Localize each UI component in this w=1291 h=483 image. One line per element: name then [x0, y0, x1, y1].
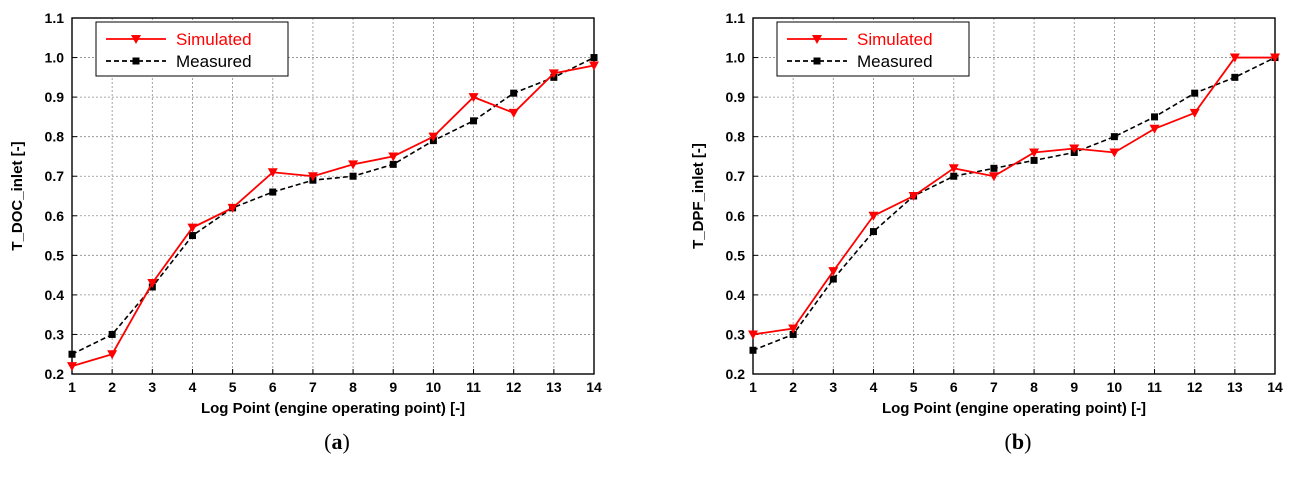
series-measured — [750, 54, 1279, 354]
y-tick-label: 0.2 — [726, 366, 746, 382]
x-tick-label: 3 — [148, 379, 156, 395]
x-tick-label: 10 — [1107, 379, 1123, 395]
data-point — [189, 232, 196, 239]
data-point — [1151, 113, 1158, 120]
y-tick-label: 1.0 — [726, 50, 746, 66]
x-tick-label: 6 — [269, 379, 277, 395]
x-tick-label: 14 — [1267, 379, 1283, 395]
y-tick-label: 0.6 — [726, 208, 746, 224]
x-tick-label: 2 — [108, 379, 116, 395]
series-measured — [69, 54, 598, 358]
legend-label: Simulated — [176, 30, 252, 49]
data-point — [470, 117, 477, 124]
series-line — [753, 58, 1275, 351]
x-tick-label: 3 — [829, 379, 837, 395]
legend-label: Measured — [176, 52, 252, 71]
data-point — [990, 165, 997, 172]
x-tick-label: 1 — [749, 379, 757, 395]
legend-label: Simulated — [857, 30, 933, 49]
data-point — [950, 173, 957, 180]
x-tick-label: 13 — [1227, 379, 1243, 395]
x-tick-label: 7 — [309, 379, 317, 395]
data-point — [870, 228, 877, 235]
y-tick-label: 1.0 — [45, 50, 65, 66]
panel-caption: (a) — [324, 429, 350, 454]
y-tick-label: 0.3 — [45, 326, 65, 342]
x-tick-label: 2 — [789, 379, 797, 395]
legend-marker — [133, 58, 140, 65]
chart-b: 1 2 3 4 5 6 7 8 9 10 11 12 13 140.20.30.40.50.60.70.8… — [690, 10, 1283, 454]
x-tick-label: 8 — [1030, 379, 1038, 395]
y-tick-label: 0.8 — [45, 129, 65, 145]
data-point — [69, 351, 76, 358]
data-point — [591, 54, 598, 61]
chart-a: 1 2 3 4 5 6 7 8 9 10 11 12 13 140.20.30.40.50.60.70.8… — [9, 10, 602, 454]
series-simulated — [67, 61, 599, 371]
x-tick-label: 8 — [349, 379, 357, 395]
data-point — [1191, 90, 1198, 97]
y-axis-label: T_DOC_inlet [-] — [9, 141, 26, 250]
data-point — [67, 362, 77, 371]
series-simulated — [748, 54, 1280, 340]
data-point — [750, 347, 757, 354]
data-point — [350, 173, 357, 180]
y-tick-label: 1.1 — [45, 10, 65, 26]
y-axis-label: T_DPF_inlet [-] — [690, 143, 707, 249]
data-point — [269, 189, 276, 196]
data-point — [390, 161, 397, 168]
x-ticks: 1 2 3 4 5 6 7 8 9 10 11 12 13 14 — [68, 369, 602, 395]
x-tick-label: 6 — [950, 379, 958, 395]
data-point — [509, 109, 519, 118]
y-tick-label: 0.2 — [45, 366, 65, 382]
y-tick-label: 0.7 — [45, 168, 65, 184]
x-tick-label: 10 — [426, 379, 442, 395]
legend-marker — [814, 58, 821, 65]
y-tick-label: 0.5 — [45, 247, 65, 263]
x-tick-label: 9 — [1070, 379, 1078, 395]
data-point — [830, 276, 837, 283]
y-tick-label: 0.9 — [45, 89, 65, 105]
y-tick-label: 0.4 — [726, 287, 746, 303]
x-tick-label: 4 — [870, 379, 878, 395]
x-tick-label: 4 — [189, 379, 197, 395]
x-tick-label: 5 — [910, 379, 918, 395]
x-tick-label: 7 — [990, 379, 998, 395]
data-point — [1031, 157, 1038, 164]
x-axis-label: Log Point (engine operating point) [-] — [201, 400, 465, 417]
y-tick-label: 0.4 — [45, 287, 65, 303]
y-tick-label: 0.7 — [726, 168, 746, 184]
series-line — [72, 58, 594, 355]
legend-label: Measured — [857, 52, 933, 71]
x-tick-label: 5 — [229, 379, 237, 395]
data-point — [989, 172, 999, 181]
data-point — [1111, 133, 1118, 140]
y-tick-label: 0.8 — [726, 129, 746, 145]
y-tick-label: 0.9 — [726, 89, 746, 105]
y-tick-label: 0.5 — [726, 247, 746, 263]
data-point — [1231, 74, 1238, 81]
x-tick-label: 12 — [1187, 379, 1203, 395]
legend: Simulated Measured — [777, 22, 969, 76]
y-tick-label: 0.6 — [45, 208, 65, 224]
data-point — [1150, 125, 1160, 134]
x-ticks: 1 2 3 4 5 6 7 8 9 10 11 12 13 14 — [749, 369, 1283, 395]
legend: Simulated Measured — [96, 22, 288, 76]
y-tick-label: 0.3 — [726, 326, 746, 342]
panel-caption: (b) — [1005, 429, 1032, 454]
x-tick-label: 9 — [389, 379, 397, 395]
x-tick-label: 1 — [68, 379, 76, 395]
x-axis-label: Log Point (engine operating point) [-] — [882, 400, 1146, 417]
x-tick-label: 13 — [546, 379, 562, 395]
y-tick-label: 1.1 — [726, 10, 746, 26]
x-tick-label: 11 — [466, 379, 481, 395]
data-point — [510, 90, 517, 97]
x-tick-label: 12 — [506, 379, 522, 395]
data-point — [109, 331, 116, 338]
series-line — [753, 58, 1275, 335]
x-tick-label: 14 — [586, 379, 602, 395]
x-tick-label: 11 — [1147, 379, 1162, 395]
